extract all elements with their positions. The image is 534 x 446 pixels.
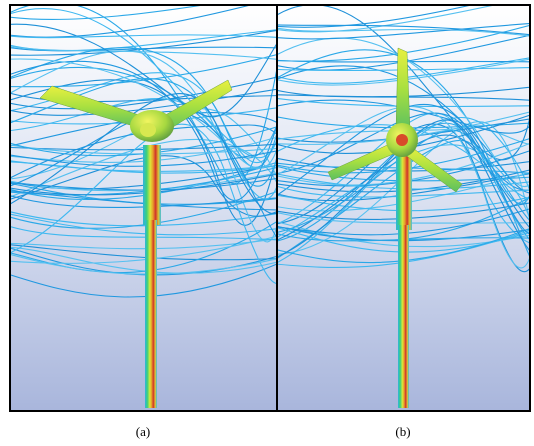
caption: (b) bbox=[395, 424, 410, 439]
panel-b-image bbox=[272, 0, 534, 410]
panel-a-image bbox=[5, 0, 290, 410]
page: (a) (b) (() => { const data = JSON.parse… bbox=[0, 0, 534, 446]
caption: (a) bbox=[136, 424, 150, 439]
figure: (a) (b) bbox=[0, 0, 534, 446]
